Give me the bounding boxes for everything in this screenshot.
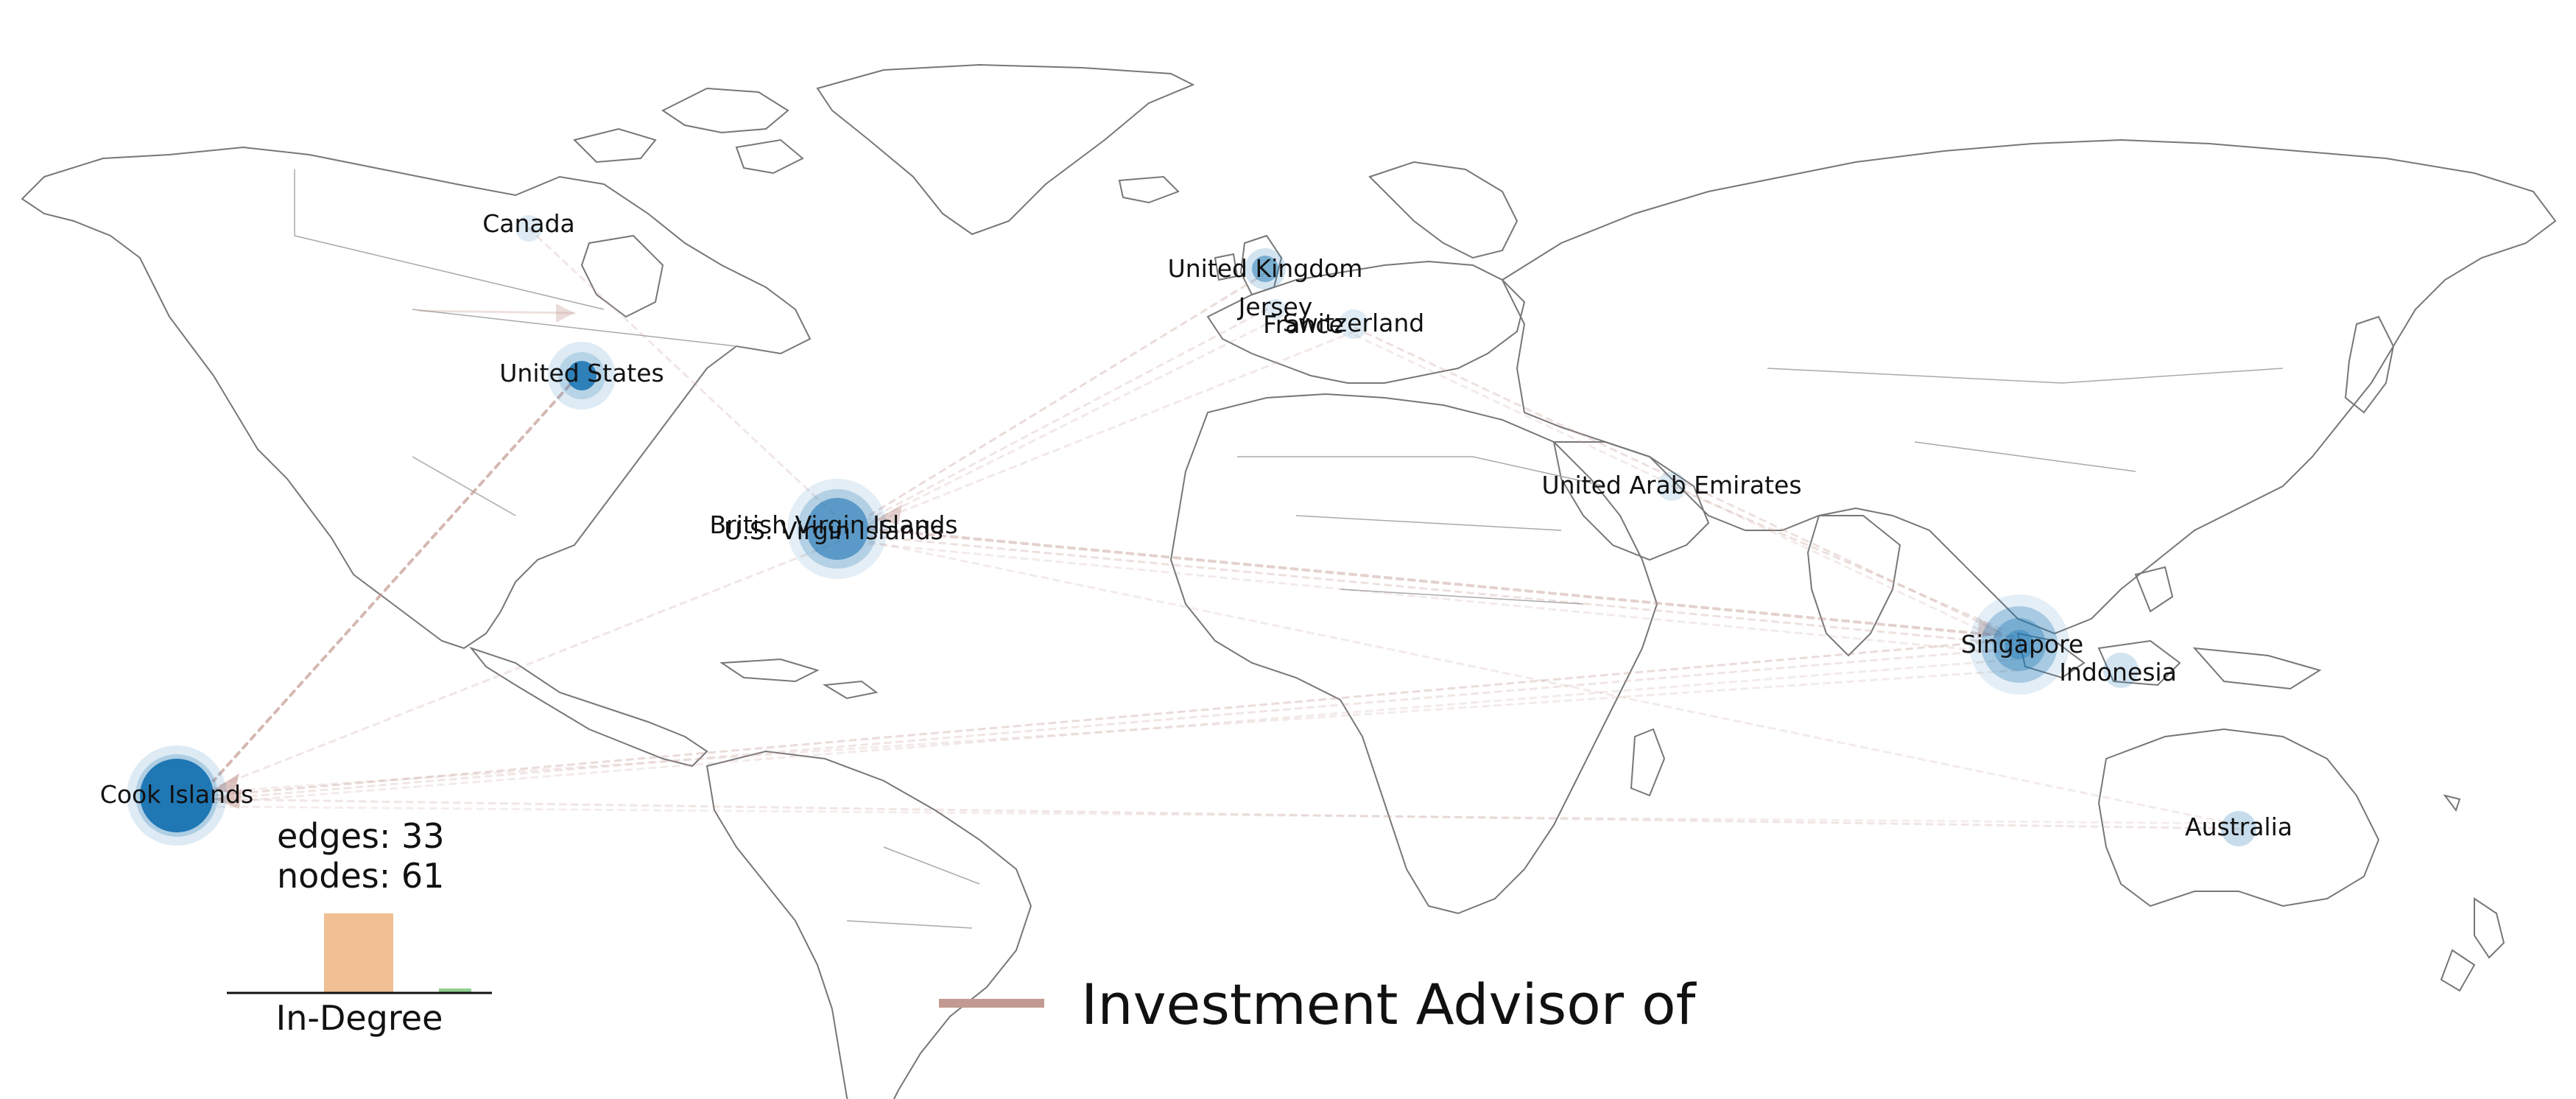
edge xyxy=(212,658,2019,804)
arrowhead xyxy=(214,773,239,794)
edges xyxy=(212,227,2240,830)
label-bvi: British Virgin Islands xyxy=(710,510,958,539)
nodes-count: nodes: 61 xyxy=(277,856,445,896)
node-canada[interactable] xyxy=(515,215,542,242)
node-australia[interactable] xyxy=(2221,811,2256,846)
edge xyxy=(212,805,2240,825)
histogram-bar xyxy=(439,989,471,993)
edge xyxy=(212,798,2240,830)
edge xyxy=(868,535,2019,646)
arrowhead xyxy=(214,790,242,809)
node-uae[interactable] xyxy=(1657,471,1686,501)
label-cook-islands: Cook Islands xyxy=(100,780,253,809)
africa-outline xyxy=(1169,393,1658,915)
in-degree-histogram: In-Degree xyxy=(227,913,492,1038)
edge xyxy=(868,308,1268,521)
edge xyxy=(868,330,1356,526)
edge xyxy=(1354,326,2005,635)
edge xyxy=(212,374,580,782)
north-america-outline xyxy=(21,146,812,650)
central-america-outline xyxy=(469,646,708,768)
legend-label: Investment Advisor of xyxy=(1081,972,1697,1037)
label-usvi: U.S. Virgin Islands xyxy=(724,516,943,545)
country-borders xyxy=(294,169,2284,929)
label-australia: Australia xyxy=(2185,812,2292,841)
node-indonesia[interactable] xyxy=(2103,653,2139,688)
label-france: France xyxy=(1263,310,1344,339)
land-outlines xyxy=(21,63,2557,1099)
node-switzerland[interactable] xyxy=(1339,309,1368,339)
node-bvi[interactable] xyxy=(787,479,887,579)
arrowhead xyxy=(876,505,902,524)
histogram-label: In-Degree xyxy=(276,998,443,1038)
node-singapore[interactable] xyxy=(1969,594,2069,695)
greenland-outline xyxy=(816,63,1195,236)
arrowhead xyxy=(1977,619,2003,638)
edge xyxy=(868,542,2019,656)
node-united-states[interactable] xyxy=(548,342,616,410)
label-switzerland: Switzerland xyxy=(1283,309,1425,337)
australia-outline xyxy=(2097,728,2380,907)
label-canada: Canada xyxy=(482,209,575,238)
node-jersey[interactable] xyxy=(1265,299,1286,320)
label-united-kingdom: United Kingdom xyxy=(1168,254,1363,283)
asia-outline xyxy=(1501,138,2557,635)
edge xyxy=(868,540,2240,826)
edge xyxy=(868,527,2019,639)
edge xyxy=(212,647,2019,801)
node-cook-islands[interactable] xyxy=(127,745,227,846)
edge xyxy=(1354,334,2005,642)
legend: Investment Advisor of xyxy=(939,972,1697,1037)
edge xyxy=(212,669,2019,793)
south-america-outline xyxy=(705,750,1032,1099)
edge xyxy=(418,309,576,315)
arrowheads xyxy=(214,303,2003,809)
label-uae: United Arab Emirates xyxy=(1541,471,1801,499)
label-united-states: United States xyxy=(499,359,664,387)
arrowhead xyxy=(556,303,574,323)
edge xyxy=(868,271,1268,517)
edge xyxy=(527,227,841,521)
edge xyxy=(868,323,1268,524)
histogram-bar xyxy=(324,913,393,993)
node-united-kingdom[interactable] xyxy=(1245,248,1286,289)
edge xyxy=(212,540,841,790)
label-jersey: Jersey xyxy=(1237,292,1313,321)
europe-outline xyxy=(1206,260,1526,384)
edge xyxy=(1670,485,2005,631)
label-singapore: Singapore xyxy=(1961,630,2083,659)
label-indonesia: Indonesia xyxy=(2059,658,2177,687)
edges-count: edges: 33 xyxy=(277,816,445,856)
edge xyxy=(212,638,2019,797)
nodes xyxy=(127,215,2256,846)
node-labels: Canada United States United Kingdom Jers… xyxy=(100,209,2292,841)
